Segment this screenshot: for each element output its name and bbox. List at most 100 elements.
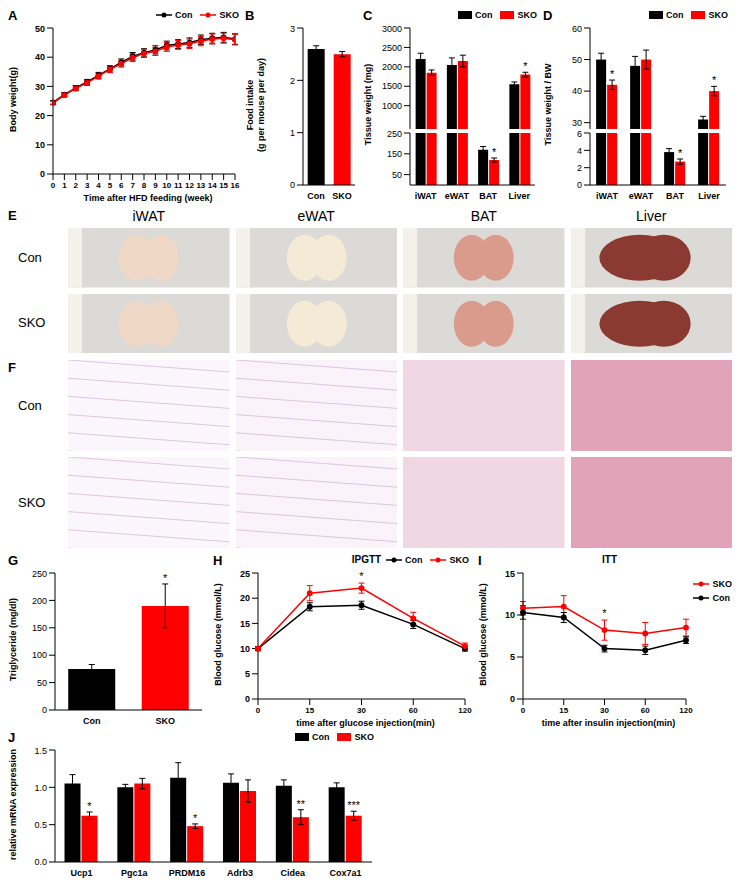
svg-text:0: 0 xyxy=(290,180,295,190)
svg-text:50: 50 xyxy=(392,170,402,180)
svg-text:0: 0 xyxy=(40,169,45,179)
svg-text:50: 50 xyxy=(35,24,45,34)
svg-text:0: 0 xyxy=(245,694,250,704)
svg-text:Cox7a1: Cox7a1 xyxy=(330,868,362,878)
svg-text:6: 6 xyxy=(577,129,582,139)
svg-text:25: 25 xyxy=(240,569,250,579)
svg-text:0: 0 xyxy=(42,705,47,715)
svg-text:0: 0 xyxy=(577,180,582,190)
svg-text:60: 60 xyxy=(641,706,650,715)
svg-text:9: 9 xyxy=(153,181,158,190)
svg-text:200: 200 xyxy=(32,596,47,606)
svg-text:40: 40 xyxy=(572,86,582,96)
svg-text:Adrb3: Adrb3 xyxy=(227,868,253,878)
svg-text:2500: 2500 xyxy=(382,43,402,53)
svg-text:*: * xyxy=(492,146,497,158)
svg-text:*: * xyxy=(712,74,717,86)
svg-text:30: 30 xyxy=(572,118,582,128)
svg-text:BAT: BAT xyxy=(666,191,684,201)
svg-text:0.5: 0.5 xyxy=(34,820,47,830)
svg-text:PRDM16: PRDM16 xyxy=(169,868,206,878)
svg-text:16: 16 xyxy=(231,181,240,190)
svg-text:30: 30 xyxy=(600,706,609,715)
svg-text:100: 100 xyxy=(32,650,47,660)
svg-text:4: 4 xyxy=(577,146,582,156)
svg-text:*: * xyxy=(87,800,92,812)
svg-text:*: * xyxy=(523,60,528,72)
svg-text:20: 20 xyxy=(35,111,45,121)
svg-text:120: 120 xyxy=(458,706,472,715)
svg-text:1: 1 xyxy=(290,128,295,138)
svg-text:5: 5 xyxy=(245,669,250,679)
svg-text:15: 15 xyxy=(219,181,228,190)
svg-text:150: 150 xyxy=(32,623,47,633)
svg-text:0: 0 xyxy=(256,706,261,715)
svg-text:4: 4 xyxy=(96,181,101,190)
svg-text:10: 10 xyxy=(505,610,515,620)
svg-text:3: 3 xyxy=(85,181,90,190)
svg-text:14: 14 xyxy=(208,181,217,190)
svg-text:Con: Con xyxy=(83,716,101,726)
svg-text:*: * xyxy=(678,147,683,159)
svg-text:eWAT: eWAT xyxy=(445,191,470,201)
svg-text:5: 5 xyxy=(510,652,515,662)
svg-text:50: 50 xyxy=(37,678,47,688)
svg-text:*: * xyxy=(193,812,198,824)
svg-text:Liver: Liver xyxy=(509,191,531,201)
svg-text:3000: 3000 xyxy=(382,24,402,34)
svg-text:Con: Con xyxy=(307,191,325,201)
svg-text:2: 2 xyxy=(577,163,582,173)
svg-text:0: 0 xyxy=(510,694,515,704)
svg-text:***: *** xyxy=(347,799,361,811)
svg-text:150: 150 xyxy=(387,149,402,159)
svg-text:2: 2 xyxy=(74,181,79,190)
svg-text:0: 0 xyxy=(51,181,56,190)
svg-text:10: 10 xyxy=(35,140,45,150)
svg-text:1: 1 xyxy=(62,181,67,190)
svg-text:*: * xyxy=(163,572,168,584)
svg-text:Liver: Liver xyxy=(698,191,720,201)
svg-text:Pgc1a: Pgc1a xyxy=(121,868,149,878)
svg-text:8: 8 xyxy=(142,181,147,190)
svg-text:60: 60 xyxy=(572,24,582,34)
svg-text:1000: 1000 xyxy=(382,101,402,111)
svg-text:**: ** xyxy=(297,798,306,810)
svg-text:iWAT: iWAT xyxy=(415,191,437,201)
svg-text:15: 15 xyxy=(559,706,568,715)
svg-text:2: 2 xyxy=(290,76,295,86)
svg-text:6: 6 xyxy=(119,181,124,190)
svg-text:11: 11 xyxy=(174,181,183,190)
svg-text:Cidea: Cidea xyxy=(280,868,306,878)
svg-text:60: 60 xyxy=(409,706,418,715)
svg-text:7: 7 xyxy=(130,181,135,190)
svg-text:1500: 1500 xyxy=(382,81,402,91)
svg-text:2000: 2000 xyxy=(382,62,402,72)
svg-text:20: 20 xyxy=(240,593,250,603)
svg-text:13: 13 xyxy=(196,181,205,190)
svg-text:3: 3 xyxy=(290,24,295,34)
svg-text:eWAT: eWAT xyxy=(629,191,654,201)
svg-text:30: 30 xyxy=(357,706,366,715)
svg-text:120: 120 xyxy=(679,706,693,715)
svg-text:SKO: SKO xyxy=(155,716,175,726)
svg-text:1.0: 1.0 xyxy=(34,783,47,793)
svg-text:15: 15 xyxy=(505,569,515,579)
svg-text:0.0: 0.0 xyxy=(34,857,47,867)
svg-text:15: 15 xyxy=(240,619,250,629)
svg-text:Ucp1: Ucp1 xyxy=(70,868,92,878)
svg-text:10: 10 xyxy=(240,644,250,654)
svg-text:0: 0 xyxy=(521,706,526,715)
svg-text:250: 250 xyxy=(32,569,47,579)
svg-text:BAT: BAT xyxy=(479,191,497,201)
svg-text:12: 12 xyxy=(185,181,194,190)
svg-text:30: 30 xyxy=(35,82,45,92)
svg-text:15: 15 xyxy=(305,706,314,715)
svg-text:iWAT: iWAT xyxy=(596,191,618,201)
svg-text:5: 5 xyxy=(108,181,113,190)
svg-text:*: * xyxy=(602,607,607,619)
svg-text:50: 50 xyxy=(572,55,582,65)
svg-text:SKO: SKO xyxy=(332,191,352,201)
svg-text:10: 10 xyxy=(162,181,171,190)
svg-text:40: 40 xyxy=(35,52,45,62)
svg-text:*: * xyxy=(359,570,364,582)
